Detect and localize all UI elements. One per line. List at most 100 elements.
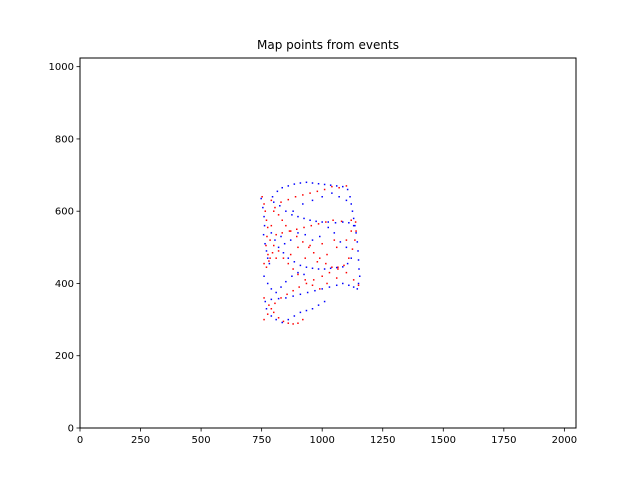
data-point-positive-26 [354, 239, 356, 241]
data-point-negative-73 [317, 268, 320, 270]
data-point-negative-66 [277, 246, 280, 249]
data-point-negative-78 [346, 262, 349, 265]
data-point-positive-96 [326, 253, 328, 256]
data-point-positive-9 [270, 199, 273, 202]
data-point-positive-76 [328, 271, 331, 274]
x-tick-label-2: 500 [192, 435, 211, 446]
data-point-negative-58 [321, 221, 323, 223]
data-point-positive-77 [337, 266, 339, 268]
data-point-negative-53 [291, 214, 293, 216]
data-point-positive-12 [281, 219, 283, 221]
data-point-positive-35 [302, 194, 304, 196]
y-tick-label-1: 200 [55, 351, 74, 362]
data-point-negative-26 [352, 217, 355, 220]
data-point-negative-60 [334, 222, 337, 224]
data-point-negative-5 [264, 242, 266, 245]
data-point-negative-90 [280, 235, 282, 238]
data-point-negative-20 [335, 185, 338, 187]
data-point-negative-105 [305, 309, 308, 312]
data-point-positive-101 [265, 266, 268, 268]
data-point-positive-99 [350, 230, 352, 232]
data-point-positive-84 [288, 230, 291, 232]
data-point-positive-80 [317, 223, 320, 225]
data-point-negative-42 [314, 289, 316, 292]
data-point-negative-0 [260, 197, 262, 200]
data-point-positive-74 [312, 279, 315, 281]
data-point-negative-76 [335, 266, 338, 269]
data-point-positive-70 [286, 293, 288, 296]
data-point-negative-34 [357, 282, 360, 285]
data-point-negative-54 [297, 215, 299, 218]
data-point-positive-40 [270, 224, 273, 227]
data-point-negative-43 [306, 291, 309, 294]
data-point-negative-12 [287, 185, 290, 187]
data-point-negative-36 [352, 286, 355, 288]
data-point-negative-22 [346, 188, 349, 191]
data-point-negative-47 [277, 297, 280, 300]
data-point-negative-50 [273, 201, 275, 203]
data-point-negative-28 [355, 232, 357, 234]
data-point-positive-102 [269, 257, 271, 259]
data-point-positive-52 [335, 277, 338, 279]
data-point-negative-83 [327, 226, 329, 229]
data-point-negative-96 [338, 196, 340, 198]
data-point-positive-1 [263, 203, 265, 205]
data-point-negative-18 [323, 183, 326, 186]
data-point-positive-94 [304, 257, 306, 259]
data-point-negative-88 [289, 239, 292, 241]
data-point-positive-19 [319, 257, 321, 259]
data-point-positive-30 [338, 186, 340, 189]
data-point-negative-110 [266, 282, 269, 285]
data-point-negative-92 [302, 203, 304, 205]
data-point-negative-16 [311, 182, 314, 184]
data-point-negative-52 [285, 210, 287, 212]
data-point-positive-34 [309, 192, 311, 194]
data-point-positive-43 [277, 250, 280, 252]
data-point-negative-75 [329, 267, 332, 270]
data-point-negative-8 [268, 262, 271, 265]
data-point-positive-37 [287, 198, 290, 201]
data-point-negative-113 [280, 286, 282, 288]
data-point-positive-4 [266, 226, 269, 229]
data-point-positive-58 [273, 311, 275, 314]
data-point-positive-2 [264, 210, 267, 212]
data-point-positive-24 [348, 257, 350, 259]
data-point-positive-62 [292, 323, 294, 325]
chart-title: Map points from events [257, 38, 399, 52]
data-point-negative-9 [271, 196, 274, 198]
data-point-negative-2 [263, 215, 265, 218]
data-point-negative-93 [311, 199, 314, 202]
data-point-negative-51 [279, 205, 281, 207]
data-point-negative-116 [297, 271, 299, 274]
data-point-positive-59 [277, 317, 280, 319]
data-point-positive-17 [308, 246, 310, 249]
data-point-negative-109 [263, 275, 265, 277]
data-point-negative-35 [356, 288, 359, 290]
data-point-negative-70 [299, 264, 302, 267]
data-point-negative-11 [281, 186, 283, 189]
data-point-positive-81 [310, 224, 313, 227]
data-point-positive-97 [335, 246, 338, 249]
data-point-positive-93 [289, 253, 292, 256]
y-tick-label-2: 400 [55, 279, 74, 290]
data-point-positive-48 [304, 279, 306, 281]
data-point-positive-23 [343, 264, 345, 267]
data-point-negative-97 [345, 199, 348, 202]
data-point-negative-102 [287, 318, 290, 321]
data-point-positive-98 [345, 239, 348, 241]
data-point-negative-107 [317, 304, 320, 306]
data-point-positive-28 [354, 221, 357, 223]
data-point-positive-68 [274, 302, 276, 305]
data-point-negative-114 [285, 280, 287, 283]
points-layer [260, 181, 361, 325]
data-point-negative-57 [315, 220, 317, 223]
data-point-negative-7 [266, 257, 269, 259]
data-point-negative-6 [265, 250, 268, 252]
data-point-positive-36 [294, 196, 297, 198]
x-tick-label-3: 750 [252, 435, 271, 446]
data-point-negative-108 [323, 300, 326, 303]
data-point-negative-15 [305, 181, 308, 184]
y-axis: 0 200 400 600 800 1000 [49, 62, 80, 435]
data-point-positive-89 [333, 239, 336, 241]
data-point-negative-64 [270, 232, 273, 234]
